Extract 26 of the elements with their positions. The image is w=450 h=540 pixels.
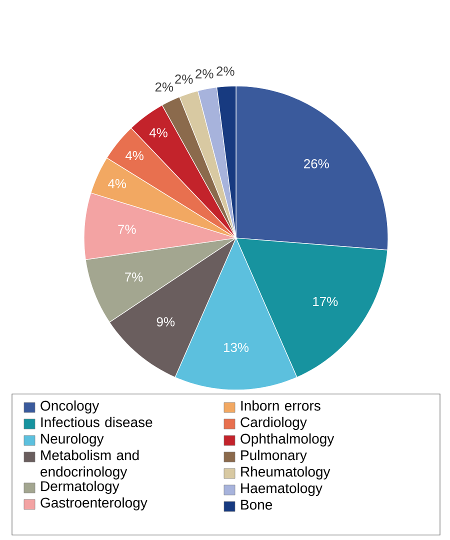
data-label: 7% xyxy=(125,272,143,282)
legend-label: Dermatology xyxy=(41,480,120,494)
data-label: 7% xyxy=(118,224,136,234)
data-label: 2% xyxy=(216,66,234,76)
data-label: 2% xyxy=(196,69,214,78)
legend-label: Cardiology xyxy=(240,416,307,430)
data-label: 13% xyxy=(224,342,249,352)
legend-label: Metabolism and endocrinology xyxy=(40,450,139,480)
legend-label: Oncology xyxy=(40,400,100,414)
data-label: 4% xyxy=(125,151,144,160)
legend-label: Ophthalmology xyxy=(240,433,334,446)
data-label: 4% xyxy=(149,128,168,138)
legend-label: Inborn errors xyxy=(241,400,320,411)
data-label: 26% xyxy=(304,159,329,168)
legend-label: Gastroenterology xyxy=(40,497,148,510)
legend-label: Bone xyxy=(241,500,272,510)
data-label: 9% xyxy=(156,317,175,326)
legend-label: Rheumatology xyxy=(241,466,330,480)
data-label: 2% xyxy=(175,74,193,84)
legend-label: Haematology xyxy=(241,482,322,496)
legend-label: Infectious disease xyxy=(41,416,152,428)
legend-label: Pulmonary xyxy=(241,450,307,463)
legend-label: Neurology xyxy=(41,433,104,446)
data-label: 17% xyxy=(313,296,338,306)
data-label: 2% xyxy=(155,82,174,92)
data-label: 4% xyxy=(108,179,126,188)
